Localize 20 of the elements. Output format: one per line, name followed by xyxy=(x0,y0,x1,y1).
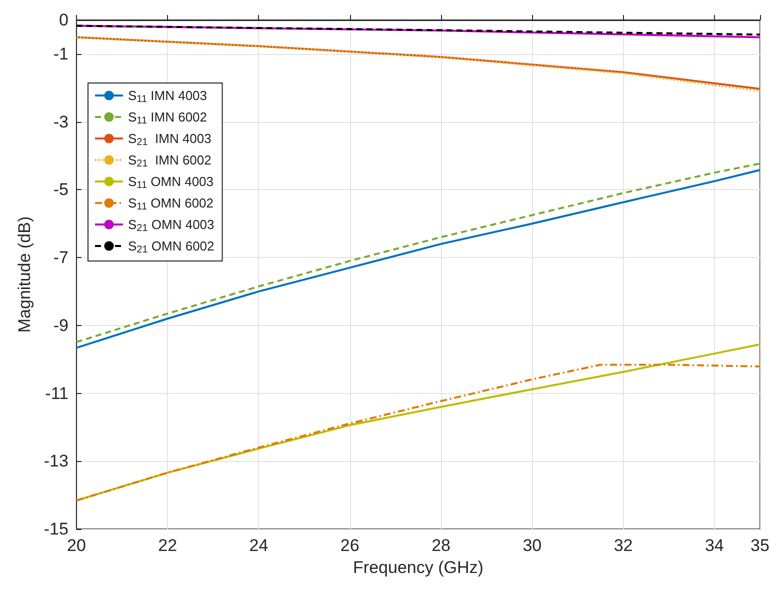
y-tick-label: -7 xyxy=(53,248,68,268)
y-tick-label: -1 xyxy=(53,44,68,64)
x-tick-label: 22 xyxy=(158,536,178,555)
x-axis-title: Frequency (GHz) xyxy=(353,558,484,577)
x-tick-label: 26 xyxy=(340,536,360,555)
y-tick-label: 0 xyxy=(59,10,68,30)
y-tick-label: -3 xyxy=(53,112,68,132)
x-tick-label: 34 xyxy=(704,536,724,555)
x-tick-label: 20 xyxy=(67,536,86,555)
y-axis-title: Magnitude (dB) xyxy=(15,216,34,333)
y-tick-label: -11 xyxy=(45,384,68,403)
x-tick-label: 28 xyxy=(432,536,450,555)
x-tick-label: 30 xyxy=(522,536,542,555)
y-tick-label: -5 xyxy=(53,180,68,200)
x-tick-label: 24 xyxy=(249,536,268,555)
x-tick-label: 32 xyxy=(614,536,633,555)
x-tick-label: 35 xyxy=(750,536,770,555)
y-tick-label: -13 xyxy=(44,452,68,471)
y-tick-label: -15 xyxy=(44,520,68,538)
y-tick-label: -9 xyxy=(53,316,68,335)
